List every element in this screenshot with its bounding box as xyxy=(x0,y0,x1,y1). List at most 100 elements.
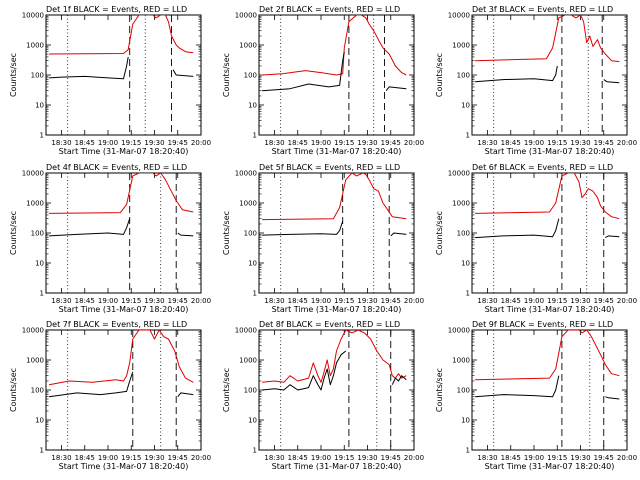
events-series-line xyxy=(49,371,194,398)
x-tick-label: 19:15 xyxy=(334,454,354,462)
x-axis-label: Start Time (31-Mar-07 18:20:40) xyxy=(485,305,615,314)
y-tick-label: 100 xyxy=(457,387,470,395)
x-axis-label: Start Time (31-Mar-07 18:20:40) xyxy=(59,462,189,471)
y-tick-label: 1000 xyxy=(239,357,257,365)
y-tick-label: 1000 xyxy=(452,357,470,365)
y-tick-label: 1 xyxy=(40,132,44,140)
y-tick-label: 100 xyxy=(31,230,44,238)
x-tick-label: 19:00 xyxy=(524,454,544,462)
y-axis-label: Counts/sec xyxy=(435,53,444,97)
x-tick-label: 19:45 xyxy=(381,297,401,305)
y-tick-label: 1 xyxy=(40,290,44,298)
lld-series-line xyxy=(262,15,407,76)
lld-series-line xyxy=(49,15,194,55)
x-tick-label: 19:15 xyxy=(547,297,567,305)
y-tick-label: 10 xyxy=(461,102,470,110)
x-tick-label: 19:00 xyxy=(311,454,331,462)
plot-frame xyxy=(258,172,415,294)
y-tick-label: 1 xyxy=(466,132,470,140)
y-tick-label: 10000 xyxy=(235,327,257,335)
events-series-line xyxy=(475,375,620,400)
y-tick-label: 100 xyxy=(31,72,44,80)
x-tick-label: 19:45 xyxy=(381,139,401,147)
detector-panel: Det 1f BLACK = Events, RED = LLD 1 10 100 10… xyxy=(9,5,211,156)
x-tick-label: 18:45 xyxy=(288,297,308,305)
detector-panel: Det 5f BLACK = Events, RED = LLD 1 10 100 10… xyxy=(222,163,424,314)
x-tick-label: 19:30 xyxy=(144,297,164,305)
y-tick-label: 10000 xyxy=(22,170,44,178)
x-tick-label: 19:30 xyxy=(357,139,377,147)
x-tick-label: 20:00 xyxy=(191,297,211,305)
x-tick-label: 18:45 xyxy=(288,454,308,462)
y-tick-label: 1000 xyxy=(452,42,470,50)
x-tick-label: 18:45 xyxy=(288,139,308,147)
y-tick-label: 1 xyxy=(253,132,257,140)
y-tick-label: 1000 xyxy=(26,42,44,50)
detector-panel: Det 4f BLACK = Events, RED = LLD 1 10 100 10… xyxy=(9,163,211,314)
lld-series-line xyxy=(49,173,194,214)
x-tick-label: 19:30 xyxy=(144,454,164,462)
x-tick-label: 19:45 xyxy=(168,139,188,147)
x-tick-label: 18:45 xyxy=(75,297,95,305)
y-tick-label: 10000 xyxy=(448,327,470,335)
x-tick-label: 19:45 xyxy=(168,454,188,462)
x-tick-label: 19:30 xyxy=(357,297,377,305)
y-tick-label: 1000 xyxy=(26,357,44,365)
x-tick-label: 19:15 xyxy=(334,297,354,305)
events-series-line xyxy=(475,218,620,239)
y-tick-label: 1000 xyxy=(239,200,257,208)
x-tick-label: 19:30 xyxy=(357,454,377,462)
events-series-line xyxy=(49,56,194,80)
y-tick-label: 1 xyxy=(466,447,470,455)
x-tick-label: 20:00 xyxy=(404,297,424,305)
events-series-line xyxy=(262,220,407,237)
x-tick-label: 18:45 xyxy=(501,297,521,305)
x-axis-label: Start Time (31-Mar-07 18:20:40) xyxy=(272,305,402,314)
x-tick-label: 19:15 xyxy=(334,139,354,147)
y-tick-label: 10000 xyxy=(235,12,257,20)
detector-panel: Det 8f BLACK = Events, RED = LLD 1 10 100 10… xyxy=(222,320,424,471)
x-tick-label: 19:30 xyxy=(570,139,590,147)
y-axis-label: Counts/sec xyxy=(9,211,18,255)
y-tick-label: 10000 xyxy=(448,170,470,178)
x-axis-label: Start Time (31-Mar-07 18:20:40) xyxy=(485,462,615,471)
x-tick-label: 18:30 xyxy=(264,454,284,462)
y-tick-label: 100 xyxy=(244,230,257,238)
x-axis-label: Start Time (31-Mar-07 18:20:40) xyxy=(272,147,402,156)
events-series-line xyxy=(262,51,407,92)
panel-title: Det 8f BLACK = Events, RED = LLD xyxy=(259,320,400,329)
x-tick-label: 20:00 xyxy=(404,454,424,462)
y-tick-label: 100 xyxy=(244,387,257,395)
plot-frame xyxy=(471,14,628,136)
y-tick-label: 10 xyxy=(461,417,470,425)
x-tick-label: 19:00 xyxy=(98,139,118,147)
y-tick-label: 10 xyxy=(35,417,44,425)
y-tick-label: 10000 xyxy=(235,170,257,178)
panel-title: Det 2f BLACK = Events, RED = LLD xyxy=(259,5,400,14)
x-tick-label: 19:00 xyxy=(98,297,118,305)
events-series-line xyxy=(262,350,407,391)
y-axis-label: Counts/sec xyxy=(9,368,18,412)
y-tick-label: 10 xyxy=(35,260,44,268)
panel-title: Det 7f BLACK = Events, RED = LLD xyxy=(46,320,187,329)
panel-title: Det 1f BLACK = Events, RED = LLD xyxy=(46,5,187,14)
x-axis-label: Start Time (31-Mar-07 18:20:40) xyxy=(272,462,402,471)
x-tick-label: 20:00 xyxy=(404,139,424,147)
detector-panel: Det 7f BLACK = Events, RED = LLD 1 10 100 10… xyxy=(9,320,211,471)
y-axis-label: Counts/sec xyxy=(222,211,231,255)
y-tick-label: 1000 xyxy=(452,200,470,208)
x-tick-label: 19:30 xyxy=(570,297,590,305)
x-tick-label: 18:30 xyxy=(51,297,71,305)
x-tick-label: 18:30 xyxy=(477,454,497,462)
x-axis-label: Start Time (31-Mar-07 18:20:40) xyxy=(59,305,189,314)
x-tick-label: 18:30 xyxy=(477,139,497,147)
x-tick-label: 18:30 xyxy=(264,297,284,305)
x-tick-label: 18:30 xyxy=(477,297,497,305)
y-tick-label: 10 xyxy=(248,102,257,110)
detector-panel: Det 9f BLACK = Events, RED = LLD 1 10 100 10… xyxy=(435,320,637,471)
lld-series-line xyxy=(475,173,620,220)
y-tick-label: 100 xyxy=(244,72,257,80)
y-tick-label: 1 xyxy=(253,290,257,298)
x-tick-label: 19:45 xyxy=(381,454,401,462)
